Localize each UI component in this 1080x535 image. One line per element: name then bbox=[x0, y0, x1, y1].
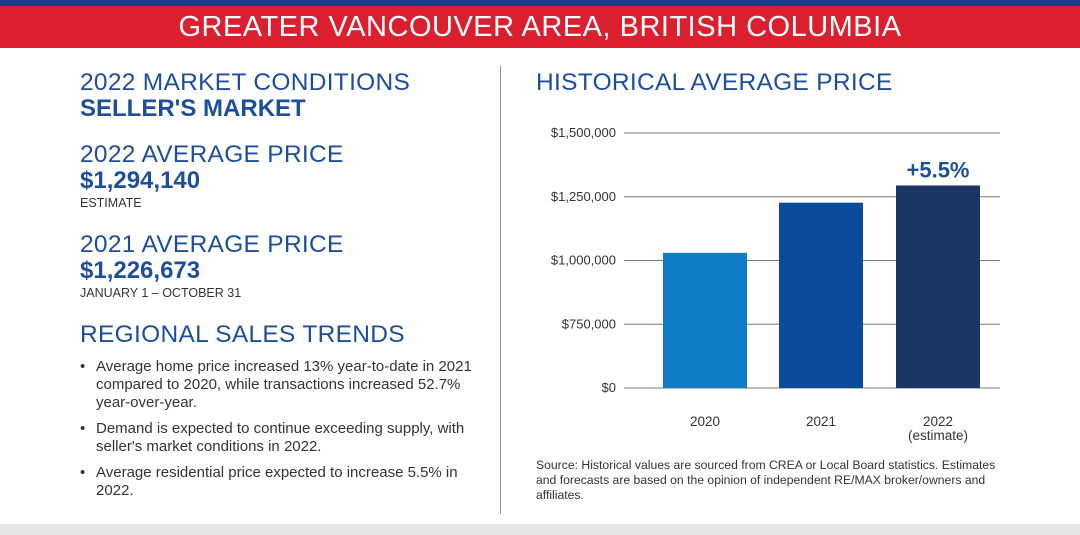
source-note: Source: Historical values are sourced fr… bbox=[536, 458, 996, 502]
bar bbox=[779, 202, 863, 388]
average-price-2022: 2022 AVERAGE PRICE $1,294,140 ESTIMATE bbox=[80, 142, 490, 212]
section-divider bbox=[500, 66, 501, 514]
bar-annotation: +5.5% bbox=[907, 157, 970, 182]
average-price-2021: 2021 AVERAGE PRICE $1,226,673 JANUARY 1 … bbox=[80, 232, 490, 302]
market-conditions-value: SELLER'S MARKET bbox=[80, 95, 306, 122]
chart-title: HISTORICAL AVERAGE PRICE bbox=[536, 69, 893, 96]
average-price-2022-value: $1,294,140 bbox=[80, 167, 201, 194]
trend-item: • Average home price increased 13% year-t… bbox=[80, 358, 490, 412]
trend-item: • Demand is expected to continue exceedin… bbox=[80, 420, 490, 456]
x-tick-label: 2020 bbox=[690, 414, 720, 429]
average-price-2022-heading: 2022 AVERAGE PRICE bbox=[80, 141, 344, 168]
page-banner: GREATER VANCOUVER AREA, BRITISH COLUMBIA bbox=[0, 6, 1080, 48]
market-summary: 2022 MARKET CONDITIONS SELLER'S MARKET 2… bbox=[80, 70, 490, 508]
top-strip bbox=[0, 0, 1080, 6]
trend-text: Average residential price expected to in… bbox=[96, 464, 458, 499]
average-price-2021-value: $1,226,673 bbox=[80, 257, 201, 284]
trend-text: Average home price increased 13% year-to… bbox=[96, 358, 472, 411]
bullet-icon: • bbox=[80, 464, 86, 481]
y-tick-label: $1,500,000 bbox=[551, 125, 616, 140]
bar bbox=[663, 252, 747, 388]
bar bbox=[896, 185, 980, 388]
y-tick-label: $1,250,000 bbox=[551, 189, 616, 204]
market-conditions-heading: 2022 MARKET CONDITIONS bbox=[80, 69, 411, 96]
y-tick-label: $750,000 bbox=[562, 316, 616, 331]
average-price-2021-note: JANUARY 1 – OCTOBER 31 bbox=[80, 286, 242, 300]
y-tick-label: $0 bbox=[602, 380, 616, 395]
price-bar-chart: $0 $750,000 $1,000,000 $1,250,000 $1,500,000… bbox=[551, 125, 1000, 443]
trends-list: • Average home price increased 13% year-t… bbox=[80, 358, 490, 500]
footer-strip bbox=[0, 524, 1080, 535]
y-tick-label: $1,000,000 bbox=[551, 253, 616, 268]
regional-sales-trends: REGIONAL SALES TRENDS • Average home pric… bbox=[80, 322, 490, 500]
bullet-icon: • bbox=[80, 358, 86, 375]
trend-text: Demand is expected to continue exceeding… bbox=[96, 420, 465, 455]
market-conditions: 2022 MARKET CONDITIONS SELLER'S MARKET bbox=[80, 70, 490, 122]
banner-title: GREATER VANCOUVER AREA, BRITISH COLUMBIA bbox=[178, 11, 902, 43]
average-price-2021-heading: 2021 AVERAGE PRICE bbox=[80, 231, 344, 258]
bullet-icon: • bbox=[80, 420, 86, 437]
trend-item: • Average residential price expected to i… bbox=[80, 464, 490, 500]
average-price-2022-note: ESTIMATE bbox=[80, 196, 142, 210]
x-tick-label: 2021 bbox=[806, 414, 836, 429]
regional-sales-trends-heading: REGIONAL SALES TRENDS bbox=[80, 321, 405, 348]
x-tick-label: 2022 (estimate) bbox=[908, 414, 968, 443]
